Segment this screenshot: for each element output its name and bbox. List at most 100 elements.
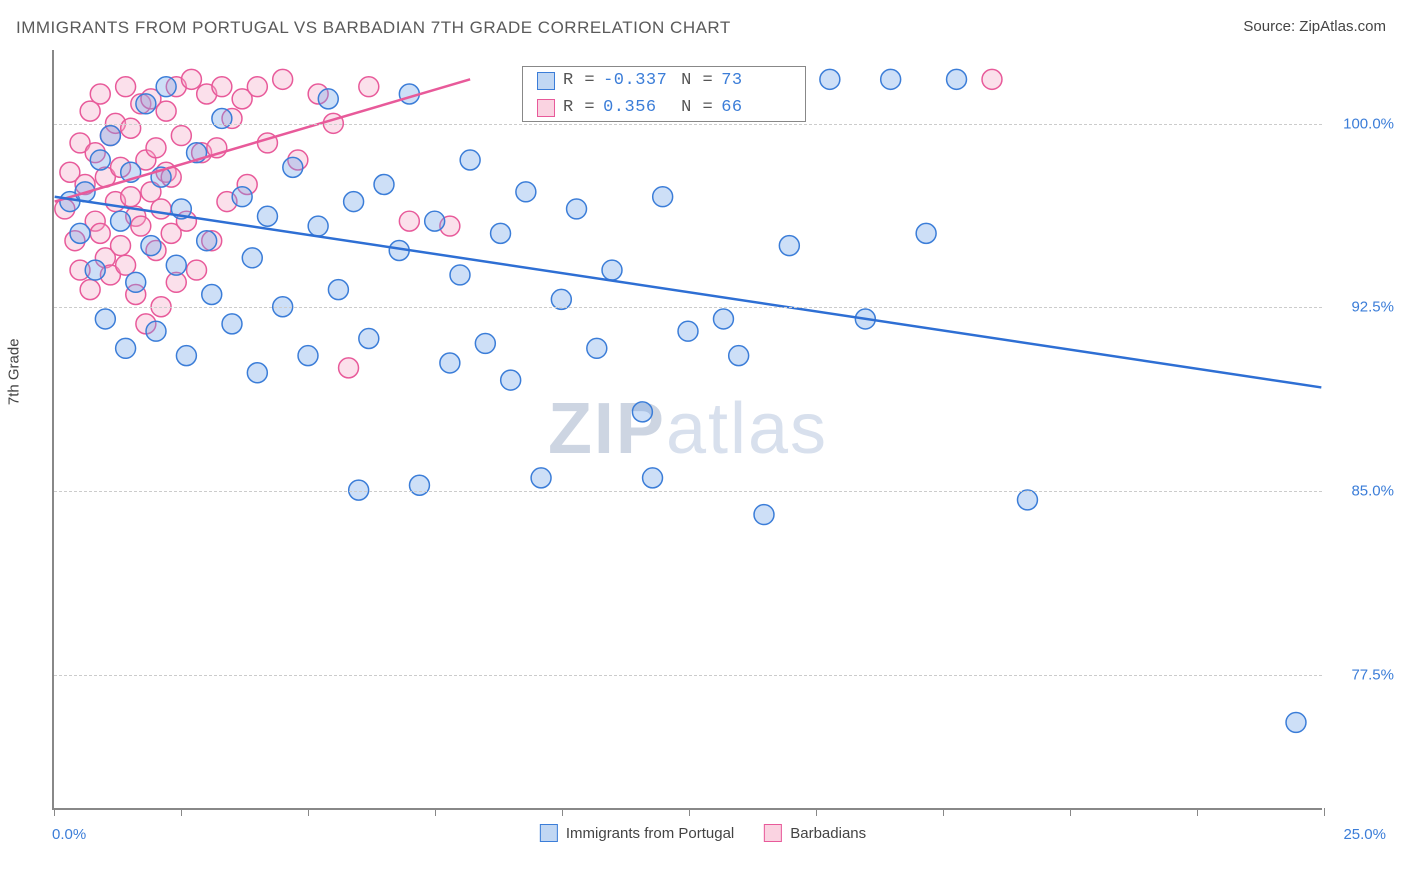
x-tick [943,808,944,816]
stat-n-value: 66 [721,98,791,117]
grid-line [54,491,1322,492]
data-point-pink [121,118,141,138]
data-point-pink [90,84,110,104]
data-point-pink [151,199,171,219]
data-point-blue [947,69,967,89]
data-point-blue [298,346,318,366]
stat-r-value: -0.337 [603,71,673,90]
x-tick [435,808,436,816]
data-point-blue [587,338,607,358]
y-tick-label: 85.0% [1334,483,1394,500]
data-point-blue [95,309,115,329]
data-point-blue [136,94,156,114]
data-point-blue [916,223,936,243]
data-point-blue [501,370,521,390]
x-tick [1197,808,1198,816]
data-point-blue [308,216,328,236]
data-point-blue [283,157,303,177]
x-tick [54,808,55,816]
data-point-blue [713,309,733,329]
data-point-blue [202,285,222,305]
data-point-blue [328,280,348,300]
y-tick-label: 77.5% [1334,667,1394,684]
data-point-pink [212,77,232,97]
x-tick [1070,808,1071,816]
data-point-blue [450,265,470,285]
x-tick [181,808,182,816]
y-tick-label: 92.5% [1334,299,1394,316]
data-point-blue [653,187,673,207]
data-point-blue [460,150,480,170]
data-point-blue [197,231,217,251]
data-point-blue [166,255,186,275]
data-point-pink [80,280,100,300]
data-point-blue [779,236,799,256]
source-attribution: Source: ZipAtlas.com [1243,18,1386,35]
data-point-pink [273,69,293,89]
data-point-blue [551,289,571,309]
data-point-blue [820,69,840,89]
grid-line [54,124,1322,125]
data-point-blue [475,333,495,353]
data-point-pink [121,187,141,207]
stats-row: R = 0.356 N = 66 [523,94,805,121]
data-point-pink [247,77,267,97]
stat-n-label: N = [681,98,713,117]
data-point-pink [399,211,419,231]
data-point-blue [318,89,338,109]
data-point-blue [349,480,369,500]
data-point-pink [187,260,207,280]
data-point-blue [111,211,131,231]
data-point-blue [344,192,364,212]
data-point-pink [111,236,131,256]
stat-r-value: 0.356 [603,98,673,117]
data-point-blue [156,77,176,97]
data-point-blue [643,468,663,488]
data-point-blue [425,211,445,231]
chart-svg [54,50,1322,808]
data-point-blue [242,248,262,268]
data-point-blue [257,206,277,226]
stats-legend-box: R = -0.337 N = 73 R = 0.356 N = 66 [522,66,806,122]
data-point-pink [339,358,359,378]
stat-n-value: 73 [721,71,791,90]
legend-item-barbadians: Barbadians [764,824,866,842]
legend-item-portugal: Immigrants from Portugal [540,824,734,842]
data-point-blue [1286,712,1306,732]
data-point-blue [212,108,232,128]
y-tick-label: 100.0% [1334,115,1394,132]
data-point-blue [232,187,252,207]
data-point-pink [90,223,110,243]
data-point-blue [881,69,901,89]
data-point-blue [116,338,136,358]
swatch-pink-icon [537,99,555,117]
grid-line [54,675,1322,676]
source-name: ZipAtlas.com [1299,18,1386,35]
legend-label-barbadians: Barbadians [790,825,866,842]
data-point-blue [531,468,551,488]
grid-line [54,307,1322,308]
data-point-blue [491,223,511,243]
data-point-pink [146,138,166,158]
data-point-blue [100,126,120,146]
x-tick [308,808,309,816]
legend-label-portugal: Immigrants from Portugal [566,825,734,842]
data-point-blue [516,182,536,202]
data-point-pink [359,77,379,97]
stat-r-label: R = [563,98,595,117]
data-point-pink [116,77,136,97]
trend-line-blue [55,197,1322,388]
data-point-blue [85,260,105,280]
data-point-blue [602,260,622,280]
swatch-blue-icon [540,824,558,842]
data-point-blue [176,346,196,366]
data-point-blue [1017,490,1037,510]
swatch-pink-icon [764,824,782,842]
legend-bottom: Immigrants from Portugal Barbadians [540,824,866,842]
data-point-blue [374,175,394,195]
data-point-blue [90,150,110,170]
data-point-pink [156,101,176,121]
source-prefix: Source: [1243,18,1299,35]
data-point-blue [70,223,90,243]
data-point-blue [754,505,774,525]
